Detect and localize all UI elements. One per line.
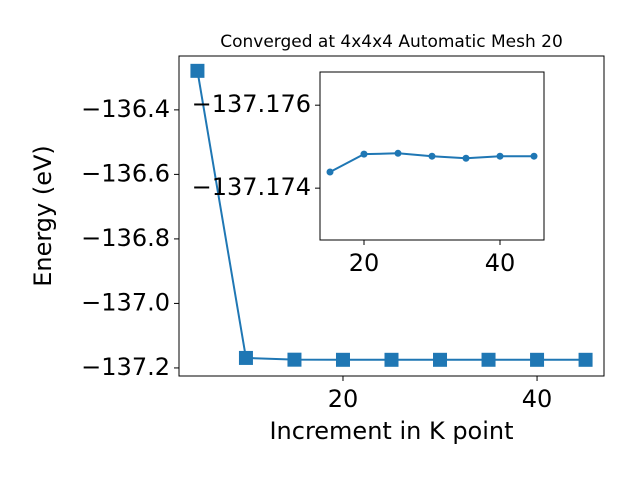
marker [530, 152, 538, 160]
y-tick-label: −136.4 [81, 95, 170, 123]
x-tick-label: 40 [485, 249, 516, 277]
y-tick-label: −137.0 [81, 288, 170, 316]
marker [190, 63, 205, 78]
y-tick-label: −136.6 [81, 159, 170, 187]
marker [360, 150, 368, 158]
x-axis-label: Increment in K point [269, 417, 513, 445]
y-tick-label: −137.2 [81, 353, 170, 381]
x-tick-label: 20 [328, 385, 359, 413]
marker [496, 152, 504, 160]
x-tick-label: 40 [522, 385, 553, 413]
marker [335, 352, 350, 367]
marker [530, 352, 545, 367]
y-tick-label: −137.176 [192, 90, 311, 118]
y-tick-label: −137.174 [192, 173, 311, 201]
plot-frame [178, 55, 605, 377]
marker [287, 352, 302, 367]
marker [394, 149, 402, 157]
marker [433, 352, 448, 367]
marker [384, 352, 399, 367]
marker [481, 352, 496, 367]
marker [428, 152, 436, 160]
x-tick-label: 20 [349, 249, 380, 277]
marker [238, 350, 253, 365]
y-axis-label: Energy (eV) [29, 145, 57, 287]
plot-frame [319, 71, 545, 241]
chart-title: Converged at 4x4x4 Automatic Mesh 20 [220, 32, 563, 52]
marker [326, 168, 334, 176]
marker [462, 154, 470, 162]
y-tick-label: −136.8 [81, 224, 170, 252]
marker [578, 352, 593, 367]
